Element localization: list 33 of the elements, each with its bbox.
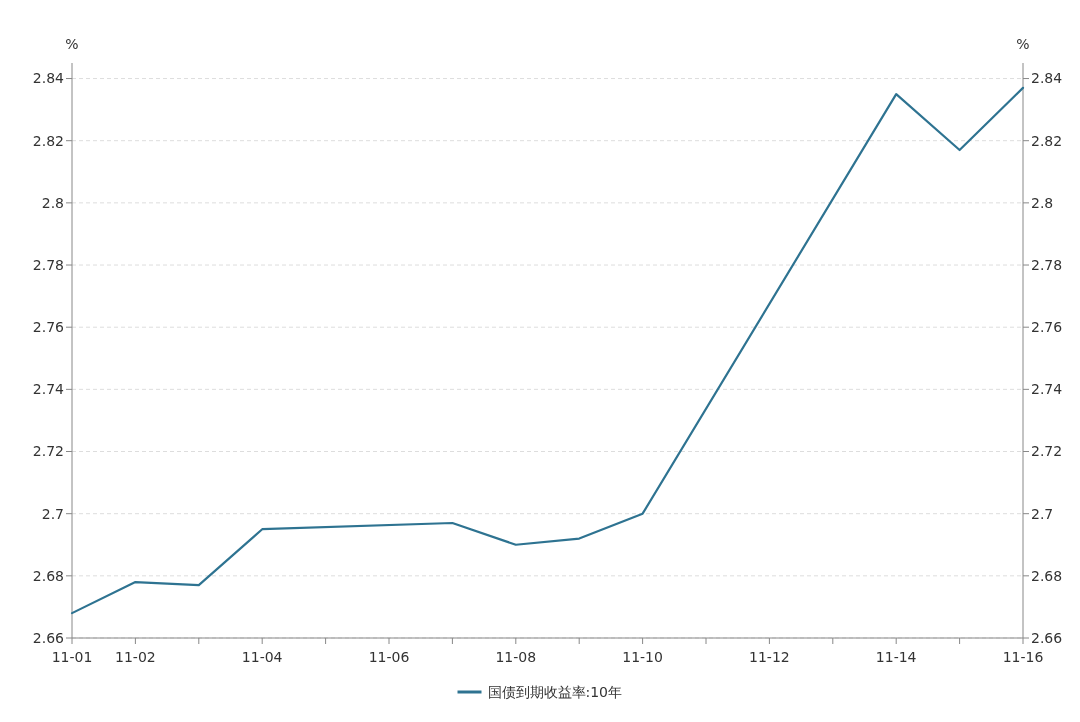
x-tick-label: 11-10 [622, 649, 663, 665]
legend-label: 国债到期收益率:10年 [487, 683, 623, 700]
y2-tick-label: 2.7 [1031, 505, 1054, 522]
y2-tick-label: 2.66 [1031, 629, 1063, 646]
y2-tick-label: 2.74 [1031, 381, 1063, 398]
y-tick-label: 2.78 [32, 256, 64, 273]
y2-axis-title: % [1016, 36, 1030, 52]
x-tick-label: 11-12 [749, 649, 790, 665]
y-tick-label: 2.66 [32, 629, 65, 646]
x-tick-label: 11-08 [495, 649, 537, 665]
y2-tick-label: 2.84 [1031, 70, 1063, 87]
y-tick-label: 2.68 [32, 567, 64, 584]
y-tick-label: 2.76 [32, 319, 65, 336]
y-tick-label: 2.72 [32, 443, 64, 460]
y2-tick-label: 2.72 [1031, 443, 1063, 460]
x-tick-label: 11-06 [368, 649, 410, 665]
y-tick-label: 2.7 [41, 505, 64, 522]
y2-tick-label: 2.82 [1031, 132, 1063, 149]
y-axis-title: % [65, 36, 79, 52]
x-tick-label: 11-04 [241, 649, 283, 665]
y2-tick-label: 2.76 [1031, 319, 1063, 336]
y2-tick-label: 2.68 [1031, 567, 1063, 584]
x-tick-label: 11-16 [1002, 649, 1044, 665]
y-tick-label: 2.84 [32, 70, 65, 87]
y2-tick-label: 2.78 [1031, 256, 1063, 273]
x-tick-label: 11-14 [875, 649, 917, 665]
y2-tick-label: 2.8 [1031, 194, 1054, 211]
x-tick-label: 11-01 [51, 649, 93, 665]
y-tick-label: 2.74 [32, 381, 65, 398]
line-series [70, 86, 1025, 615]
y-tick-label: 2.82 [32, 132, 64, 149]
y-tick-label: 2.8 [41, 194, 64, 211]
x-tick-label: 11-02 [115, 649, 156, 665]
